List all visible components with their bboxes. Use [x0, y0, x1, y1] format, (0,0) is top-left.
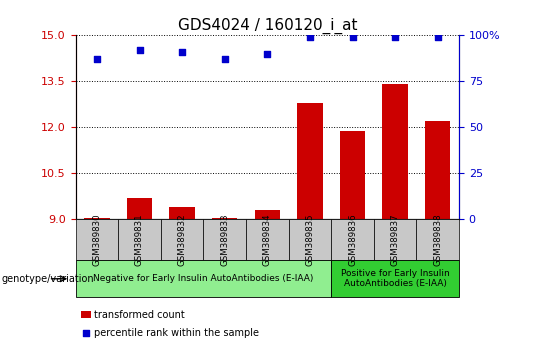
Point	[135, 47, 144, 53]
Text: GSM389832: GSM389832	[178, 213, 187, 266]
Text: GSM389835: GSM389835	[306, 213, 314, 266]
Text: GSM389830: GSM389830	[92, 213, 102, 266]
Point	[82, 330, 90, 336]
Point	[92, 57, 101, 62]
Text: Negative for Early Insulin AutoAntibodies (E-IAA): Negative for Early Insulin AutoAntibodie…	[93, 274, 314, 283]
Text: Positive for Early Insulin
AutoAntibodies (E-IAA): Positive for Early Insulin AutoAntibodie…	[341, 269, 449, 289]
Point	[306, 34, 314, 40]
Text: GSM389834: GSM389834	[263, 213, 272, 266]
Point	[263, 51, 272, 57]
Point	[178, 49, 186, 55]
Title: GDS4024 / 160120_i_at: GDS4024 / 160120_i_at	[178, 18, 357, 34]
Text: transformed count: transformed count	[94, 310, 185, 320]
Bar	[127, 198, 152, 219]
Text: GSM389838: GSM389838	[433, 213, 442, 266]
Point	[220, 57, 229, 62]
Point	[434, 34, 442, 40]
Bar	[84, 218, 110, 219]
Bar	[340, 131, 365, 219]
Text: GSM389831: GSM389831	[135, 213, 144, 266]
Bar	[170, 207, 195, 219]
Text: percentile rank within the sample: percentile rank within the sample	[94, 328, 259, 338]
Point	[348, 34, 357, 40]
Bar	[297, 103, 323, 219]
Bar	[212, 218, 238, 219]
Bar	[254, 210, 280, 219]
Text: genotype/variation: genotype/variation	[1, 274, 94, 284]
Point	[391, 34, 400, 40]
Text: GSM389833: GSM389833	[220, 213, 229, 266]
Bar	[425, 121, 450, 219]
Text: GSM389837: GSM389837	[390, 213, 400, 266]
Text: GSM389836: GSM389836	[348, 213, 357, 266]
Bar	[382, 85, 408, 219]
